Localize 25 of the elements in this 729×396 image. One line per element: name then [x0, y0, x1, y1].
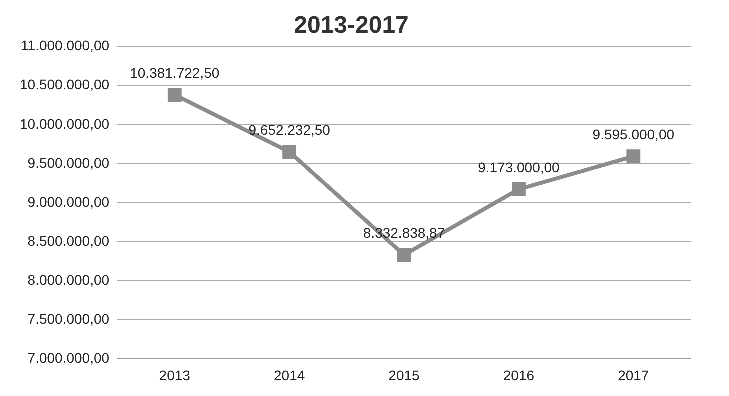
point [512, 182, 526, 196]
x-tick-label: 2015 [388, 367, 420, 384]
y-tick-label: 8.000.000,00 [28, 272, 110, 288]
chart-title: 2013-2017 [294, 12, 409, 40]
data-label: 9.173.000,00 [478, 159, 560, 176]
data-label: 9.595.000,00 [592, 126, 675, 142]
data-label: 8.332.838,87 [363, 224, 446, 241]
point [397, 248, 412, 262]
x-tick-label: 2017 [618, 367, 650, 384]
y-tick-label: 8.500.000,00 [28, 232, 110, 249]
y-tick-label: 7.000.000,00 [28, 350, 110, 366]
y-tick-label: 11.000.000,00 [21, 38, 110, 54]
point [282, 145, 297, 160]
point [168, 88, 182, 102]
data-label: 9.652.232,50 [248, 122, 331, 138]
x-tick-label: 2014 [274, 367, 306, 384]
point [626, 150, 641, 164]
y-tick-label: 9.500.000,00 [28, 154, 110, 171]
y-tick-label: 7.500.000,00 [28, 311, 110, 328]
y-tick-label: 10.000.000,00 [20, 116, 110, 132]
y-tick-label: 9.000.000,00 [28, 194, 110, 210]
x-tick-label: 2013 [159, 367, 191, 384]
data-label: 10.381.722,50 [130, 64, 220, 81]
x-tick-label: 2016 [503, 367, 535, 384]
y-tick-label: 10.500.000,00 [20, 76, 110, 93]
